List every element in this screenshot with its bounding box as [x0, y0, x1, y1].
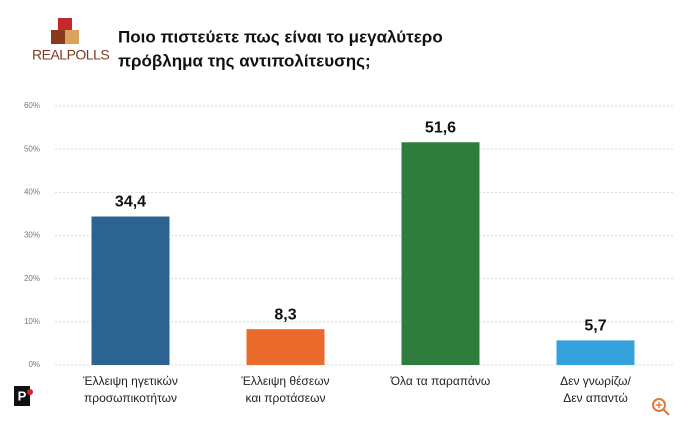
- y-tick-label: 30%: [24, 231, 40, 240]
- chart-title: πρόβλημα της αντιπολίτευσης;: [118, 51, 371, 70]
- y-tick-label: 10%: [24, 317, 40, 326]
- svg-text:P: P: [18, 388, 27, 403]
- x-tick-label: και προτάσεων: [245, 391, 325, 405]
- x-tick-label: προσωπικοτήτων: [84, 391, 177, 405]
- y-tick-label: 50%: [24, 144, 40, 153]
- chart-title: Ποιο πιστεύετε πως είναι το μεγαλύτερο: [118, 27, 443, 46]
- y-tick-label: 40%: [24, 187, 40, 196]
- value-label: 34,4: [115, 194, 146, 211]
- x-tick-label: Δεν γνωρίζω/: [560, 374, 631, 388]
- zoom-icon[interactable]: [652, 398, 670, 416]
- bar: [556, 340, 635, 365]
- x-tick-label: Έλλειψη θέσεων: [240, 374, 329, 388]
- value-label: 5,7: [584, 318, 606, 335]
- y-tick-label: 0%: [28, 360, 40, 369]
- x-tick-label: Όλα τα παραπάνω: [390, 374, 490, 388]
- logo-text: REALPOLLS: [32, 47, 109, 63]
- value-label: 8,3: [274, 306, 296, 323]
- y-tick-label: 60%: [24, 101, 40, 110]
- x-tick-label: Έλλειψη ηγετικών: [82, 374, 178, 388]
- bar: [246, 329, 325, 365]
- logo-mark: [51, 18, 79, 44]
- x-tick-label: Δεν απαντώ: [563, 391, 628, 405]
- bar: [91, 216, 170, 365]
- source-icon: P: [14, 386, 33, 406]
- bar: [401, 142, 480, 365]
- value-label: 51,6: [425, 119, 456, 136]
- y-tick-label: 20%: [24, 274, 40, 283]
